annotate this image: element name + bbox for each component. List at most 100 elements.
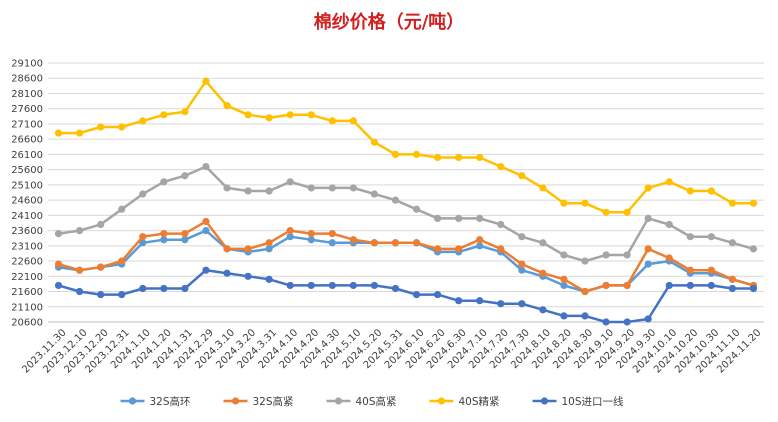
data-point <box>707 187 715 195</box>
y-tick-label: 22100 <box>11 272 43 283</box>
data-point <box>602 281 610 290</box>
data-point <box>433 214 442 222</box>
data-point <box>539 269 547 277</box>
data-point <box>602 318 610 326</box>
data-point <box>181 236 189 244</box>
data-point <box>728 239 737 247</box>
data-point <box>202 266 210 274</box>
data-point <box>518 266 526 274</box>
data-point <box>623 208 631 216</box>
data-point <box>560 251 568 259</box>
legend-marker <box>334 397 343 405</box>
data-point <box>707 266 715 274</box>
data-point <box>581 287 589 296</box>
data-point <box>202 217 210 226</box>
y-tick-label: 23600 <box>11 226 43 237</box>
data-point <box>97 220 105 229</box>
y-tick-label: 25100 <box>11 180 43 191</box>
data-point <box>518 260 526 268</box>
data-point <box>370 239 379 247</box>
data-point <box>118 257 126 265</box>
data-point <box>476 297 484 305</box>
series-line <box>58 165 754 263</box>
data-point <box>602 251 610 259</box>
data-point <box>349 117 357 125</box>
data-point <box>223 269 231 277</box>
data-point <box>644 245 652 253</box>
series-line <box>58 220 754 293</box>
data-point <box>707 233 715 241</box>
data-point <box>118 123 126 131</box>
data-point <box>286 226 294 235</box>
legend-marker <box>437 397 446 405</box>
data-point <box>665 178 673 186</box>
data-point <box>265 187 273 195</box>
data-point <box>539 184 547 192</box>
data-point <box>455 297 463 305</box>
y-tick-label: 20600 <box>11 318 43 329</box>
data-point <box>749 199 758 207</box>
data-point <box>139 284 147 293</box>
data-point <box>749 245 758 253</box>
data-point <box>412 205 421 213</box>
data-point <box>707 281 715 290</box>
data-point <box>412 150 421 159</box>
data-point <box>328 184 336 192</box>
y-tick-label: 27100 <box>11 119 43 130</box>
data-point <box>644 315 652 323</box>
data-point <box>265 239 273 247</box>
data-point <box>75 266 84 274</box>
data-point <box>328 281 336 290</box>
data-point <box>265 275 273 283</box>
data-point <box>118 205 126 213</box>
legend-marker <box>231 397 240 405</box>
data-point <box>223 102 231 110</box>
y-tick-label: 28600 <box>11 74 43 85</box>
data-point <box>286 281 294 290</box>
data-point <box>286 233 294 241</box>
data-point <box>265 114 273 122</box>
data-point <box>307 184 315 192</box>
data-point <box>476 236 484 244</box>
data-point <box>307 230 315 238</box>
data-point <box>644 184 652 192</box>
data-point <box>412 290 421 299</box>
data-point <box>286 111 294 119</box>
data-point <box>160 111 168 119</box>
data-point <box>665 220 673 229</box>
y-tick-label: 22600 <box>11 257 43 268</box>
data-point <box>181 172 189 180</box>
chart-title: 棉纱价格（元/吨） <box>313 12 465 33</box>
data-point <box>307 281 315 290</box>
series-line <box>58 80 754 214</box>
data-point <box>476 153 484 162</box>
y-tick-label: 28100 <box>11 89 43 100</box>
data-point <box>181 108 189 116</box>
data-point <box>244 187 252 195</box>
data-point <box>497 245 505 253</box>
data-point <box>265 245 273 253</box>
data-point <box>202 163 210 171</box>
data-point <box>665 281 673 290</box>
data-point <box>686 266 694 274</box>
data-point <box>412 239 421 247</box>
data-point <box>623 251 631 259</box>
data-point <box>560 312 568 320</box>
data-point <box>644 214 652 222</box>
data-point <box>139 239 147 247</box>
data-point <box>391 150 400 159</box>
data-point <box>181 230 189 238</box>
data-point <box>391 196 400 204</box>
y-tick-label: 25600 <box>11 165 43 176</box>
data-point <box>54 260 63 268</box>
data-point <box>349 184 357 192</box>
data-point <box>644 260 652 268</box>
data-point <box>160 230 168 238</box>
data-point <box>602 208 610 216</box>
data-point <box>455 153 463 162</box>
legend-label: 32S高环 <box>150 395 191 408</box>
y-tick-label: 24600 <box>11 196 43 207</box>
data-point <box>54 230 63 238</box>
data-point <box>686 187 694 195</box>
